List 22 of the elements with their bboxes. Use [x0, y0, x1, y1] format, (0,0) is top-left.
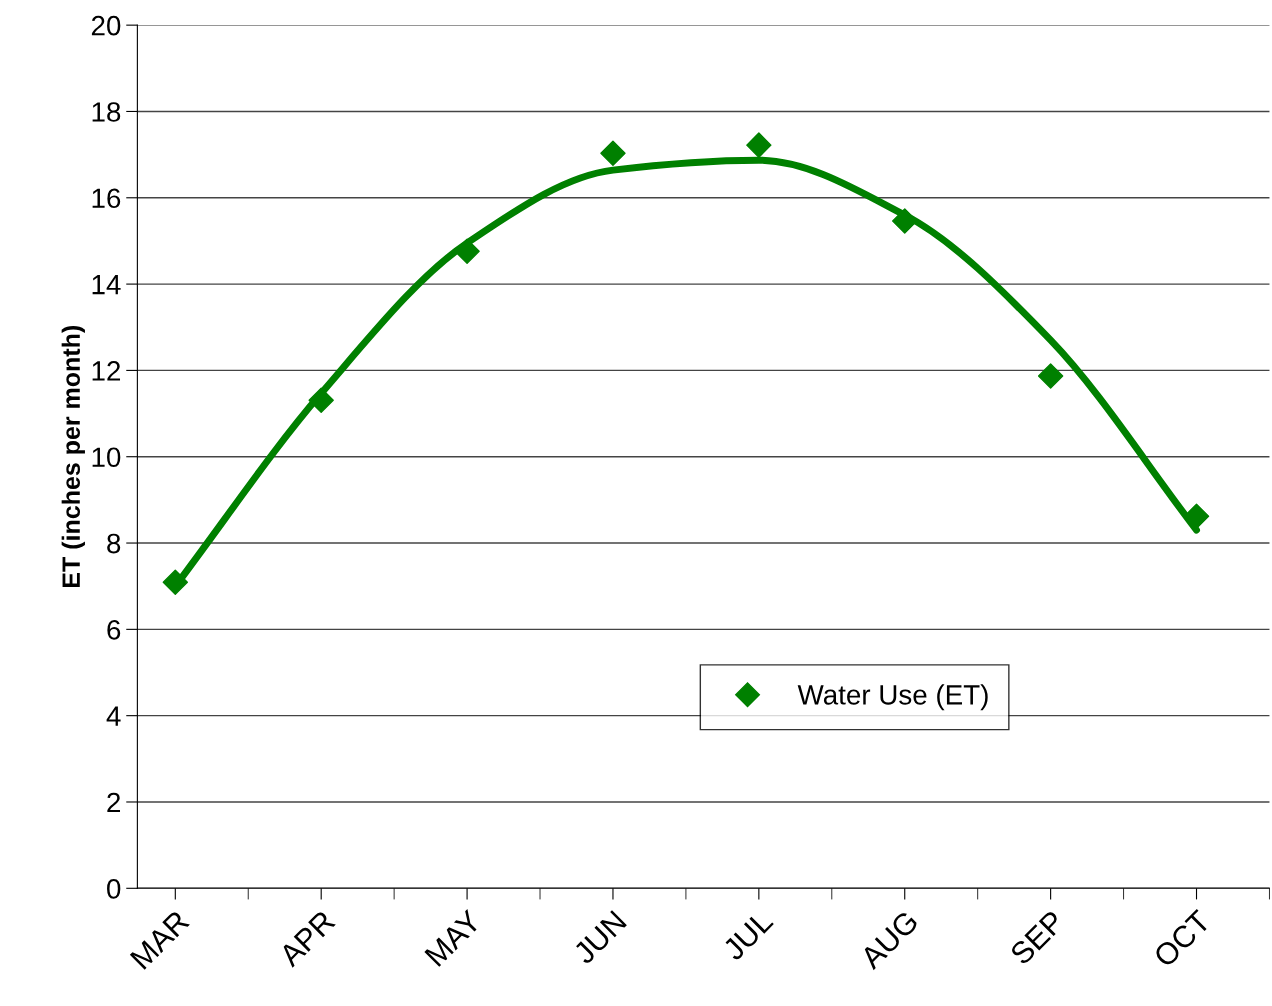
y-tick-label: 2 — [107, 792, 121, 813]
point — [308, 387, 334, 413]
x-tick-label: SEP — [1008, 909, 1066, 966]
point — [454, 238, 480, 265]
point — [162, 569, 189, 596]
y-tick-label: 10 — [92, 447, 121, 468]
y-tick-label: 4 — [106, 706, 121, 726]
x-tick-label: JUL — [721, 909, 775, 962]
point — [600, 140, 626, 167]
y-tick-label: 18 — [92, 102, 121, 122]
point — [746, 132, 772, 158]
y-tick-label: 0 — [107, 878, 121, 899]
point — [892, 208, 918, 234]
point — [1037, 363, 1064, 389]
legend-label: Water Use (ET) — [797, 684, 988, 711]
y-tick-label: 12 — [92, 361, 121, 381]
y-tick-label: 20 — [91, 15, 121, 36]
y-tick-label: 14 — [92, 275, 121, 295]
y-tick-label: 8 — [107, 533, 121, 554]
y-tick-label: 16 — [92, 188, 121, 209]
y-tick-label: 6 — [107, 620, 121, 640]
y-axis-title: ET (inches per month) — [61, 326, 85, 587]
